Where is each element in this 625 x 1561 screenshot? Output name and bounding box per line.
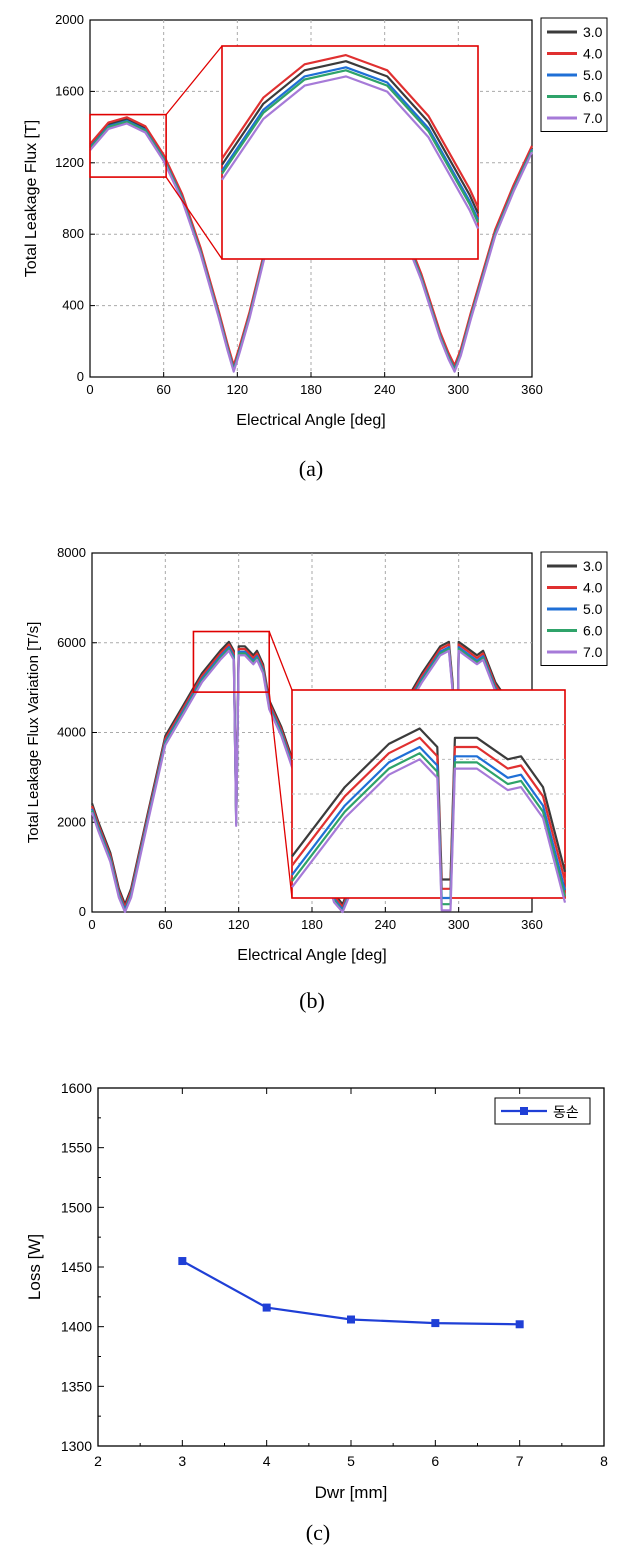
y-tick-label-6: 1600 (61, 1080, 92, 1096)
y-tick-label-3: 1450 (61, 1259, 92, 1275)
zoom-region-box (89, 113, 167, 178)
x-tick-label-0: 0 (86, 382, 93, 397)
y-tick-label-1: 400 (62, 298, 84, 313)
x-tick-label-6: 360 (521, 382, 543, 397)
chart-a: 0 60 120 180 240 300 360 0 400 800 1200 1600 2000 Ele… (23, 12, 608, 481)
x-tick-label-5: 7 (516, 1453, 524, 1469)
inset-series-line-5.0 (291, 745, 567, 900)
x-tick-label-6: 360 (521, 917, 543, 932)
y-tick-label-3: 1200 (55, 155, 84, 170)
legend-label-3.0: 3.0 (583, 558, 603, 574)
x-tick-label-0: 2 (94, 1453, 102, 1469)
zoom-connector-bottom (268, 692, 293, 899)
x-axis-label: Electrical Angle [deg] (236, 412, 385, 429)
x-tick-label-5: 300 (448, 917, 470, 932)
zoom-connector-bottom (165, 176, 223, 260)
data-point-3 (431, 1319, 440, 1328)
x-tick-label-4: 240 (374, 382, 396, 397)
y-tick-label-2: 4000 (57, 725, 86, 740)
legend-label-4.0: 4.0 (583, 46, 603, 62)
legend-label-3.0: 3.0 (583, 24, 603, 40)
y-tick-label-0: 0 (77, 369, 84, 384)
x-tick-label-2: 4 (263, 1453, 271, 1469)
y-tick-label-1: 2000 (57, 814, 86, 829)
chart-c: 2 3 4 5 6 7 8 1300 1350 1400 1450 1500 1550 1600 Dwr [… (25, 1080, 608, 1545)
inset-series-line-4.0 (291, 736, 567, 890)
panel-caption: (b) (299, 988, 325, 1013)
inset-series-line-7.0 (221, 75, 480, 230)
panel-caption: (c) (306, 1520, 330, 1545)
legend-label-7.0: 7.0 (583, 644, 603, 660)
x-axis-label: Dwr [mm] (315, 1483, 388, 1502)
zoom-region-box (192, 630, 271, 693)
x-tick-label-2: 120 (228, 917, 250, 932)
y-tick-label-2: 1400 (61, 1319, 92, 1335)
legend-label-7.0: 7.0 (583, 110, 603, 126)
y-tick-label-3: 6000 (57, 635, 86, 650)
y-tick-label-2: 800 (62, 226, 84, 241)
x-tick-label-3: 180 (301, 917, 323, 932)
zoom-connector-top (165, 45, 223, 116)
y-tick-label-5: 1550 (61, 1140, 92, 1156)
inset-frame (221, 45, 479, 260)
y-axis-label: Loss [W] (25, 1234, 44, 1300)
x-tick-label-4: 6 (431, 1453, 439, 1469)
plot-frame (97, 1087, 605, 1447)
data-point-4 (515, 1320, 524, 1329)
inset-series-line-3.0 (221, 60, 480, 214)
legend-label-6.0: 6.0 (583, 89, 603, 105)
legend-label-6.0: 6.0 (583, 623, 603, 639)
x-tick-label-4: 240 (374, 917, 396, 932)
y-tick-label-4: 1600 (55, 83, 84, 98)
x-tick-label-0: 0 (88, 917, 95, 932)
inset-series-line-4.0 (221, 53, 480, 208)
x-tick-label-3: 180 (300, 382, 322, 397)
inset-series-line-6.0 (221, 69, 480, 223)
y-tick-label-5: 2000 (55, 12, 84, 27)
x-tick-label-1: 3 (178, 1453, 186, 1469)
legend-label-4.0: 4.0 (583, 580, 603, 596)
y-axis-label: Total Leakage Flux [T] (23, 120, 40, 277)
legend-label-5.0: 5.0 (583, 67, 603, 83)
data-point-0 (178, 1257, 187, 1266)
x-tick-label-3: 5 (347, 1453, 355, 1469)
x-tick-label-6: 8 (600, 1453, 608, 1469)
y-tick-label-0: 0 (79, 904, 86, 919)
legend-label-5.0: 5.0 (583, 601, 603, 617)
y-tick-label-4: 1500 (61, 1199, 92, 1215)
x-tick-label-5: 300 (447, 382, 469, 397)
inset-series-line-7.0 (291, 758, 567, 912)
zoom-connector-top (268, 631, 293, 691)
inset-series-line-3.0 (291, 727, 567, 881)
x-axis-label: Electrical Angle [deg] (237, 947, 386, 964)
legend-swatch-marker (520, 1107, 528, 1115)
x-tick-label-2: 120 (226, 382, 248, 397)
inset-series-line-6.0 (291, 752, 567, 906)
y-axis-label: Total Leakage Flux Variation [T/s] (25, 622, 42, 844)
y-tick-label-0: 1300 (61, 1438, 92, 1454)
inset-series-line-5.0 (221, 66, 480, 220)
inset-frame (291, 689, 566, 899)
data-point-1 (262, 1303, 271, 1312)
x-tick-label-1: 60 (158, 917, 172, 932)
y-tick-label-4: 8000 (57, 545, 86, 560)
chart-b: 0 60 120 180 240 300 360 0 2000 4000 6000 8000 Elect… (25, 545, 608, 1013)
data-point-2 (347, 1315, 355, 1324)
y-tick-label-1: 1350 (61, 1378, 92, 1394)
legend-label: 동손 (553, 1104, 579, 1120)
panel-caption: (a) (299, 456, 323, 481)
x-tick-label-1: 60 (156, 382, 170, 397)
